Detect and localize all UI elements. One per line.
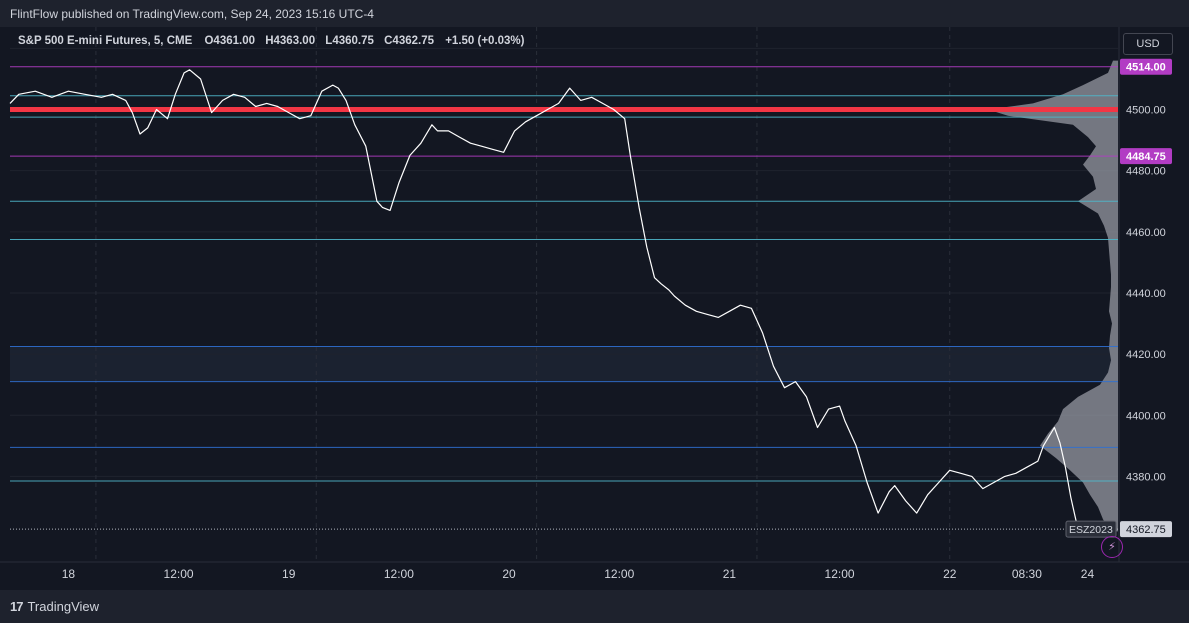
level-price-label: 4514.00	[1126, 62, 1166, 74]
y-tick-label: 4460.00	[1126, 227, 1166, 239]
x-tick-label: 12:00	[604, 567, 634, 581]
shaded-band-layer	[10, 346, 1118, 382]
x-tick-label: 21	[723, 567, 737, 581]
close-value: 4362.75	[392, 35, 434, 47]
last-price-label: 4362.75	[1126, 524, 1166, 536]
price-series-layer	[9, 69, 1081, 530]
y-tick-label: 4500.00	[1126, 105, 1166, 117]
tradingview-logo[interactable]: 17 TradingView	[10, 599, 99, 614]
tradingview-logo-icon: 17	[10, 599, 24, 614]
high-label: H	[265, 35, 274, 47]
price-series-line	[9, 69, 1081, 530]
change-value: +1.50 (+0.03%)	[445, 35, 525, 47]
publish-header: FlintFlow published on TradingView.com, …	[0, 0, 1189, 27]
symbol-badge-label: ESZ2023	[1069, 524, 1113, 536]
level-price-badge	[1120, 58, 1172, 75]
published-text: FlintFlow published on TradingView.com, …	[10, 7, 374, 21]
symbol-badge	[1065, 520, 1117, 538]
symbol-legend: S&P 500 E-mini Futures, 5, CME O4361.00 …	[18, 35, 524, 47]
y-tick-label: 4400.00	[1126, 410, 1166, 422]
x-tick-label: 12:00	[825, 567, 855, 581]
symbol-name: S&P 500 E-mini Futures, 5, CME	[18, 35, 193, 47]
x-tick-label: 18	[62, 567, 76, 581]
shaded-band	[10, 346, 1118, 382]
horizontal-levels-layer	[10, 66, 1118, 530]
footer: 17 TradingView	[0, 590, 1189, 623]
x-tick-label: 24	[1081, 567, 1095, 581]
open-label: O	[204, 35, 214, 47]
volume-profile-layer	[988, 60, 1118, 532]
lightning-icon[interactable]: ⚡	[1101, 536, 1123, 558]
price-chart[interactable]: 4380.00 4400.00 4420.00 4440.00 4460.00 4480.…	[0, 27, 1189, 590]
volume-profile	[988, 60, 1118, 532]
y-tick-label: 4480.00	[1126, 166, 1166, 178]
last-price-badge	[1120, 521, 1172, 538]
level-price-badge	[1120, 148, 1172, 165]
x-tick-label: 22	[943, 567, 957, 581]
chart-pane[interactable]: 4380.00 4400.00 4420.00 4440.00 4460.00 4480.…	[0, 27, 1189, 590]
axis-layer: 4380.00 4400.00 4420.00 4440.00 4460.00 4480.…	[0, 27, 1189, 581]
currency-button[interactable]: USD	[1123, 33, 1173, 55]
open-value: 4361.00	[213, 35, 255, 47]
brand-name: TradingView	[27, 599, 100, 614]
high-value: 4363.00	[273, 35, 316, 47]
x-tick-label: 19	[282, 567, 296, 581]
x-tick-label: 20	[502, 567, 516, 581]
x-tick-label: 12:00	[164, 567, 194, 581]
low-label: L	[325, 35, 333, 47]
y-tick-label: 4380.00	[1126, 471, 1166, 483]
low-value: 4360.75	[332, 35, 374, 47]
y-tick-label: 4420.00	[1126, 349, 1166, 361]
level-price-label: 4484.75	[1126, 151, 1166, 163]
y-tick-label: 4440.00	[1126, 288, 1166, 300]
x-tick-label: 12:00	[384, 567, 414, 581]
close-label: C	[384, 35, 393, 47]
x-tick-label: 08:30	[1012, 567, 1042, 581]
